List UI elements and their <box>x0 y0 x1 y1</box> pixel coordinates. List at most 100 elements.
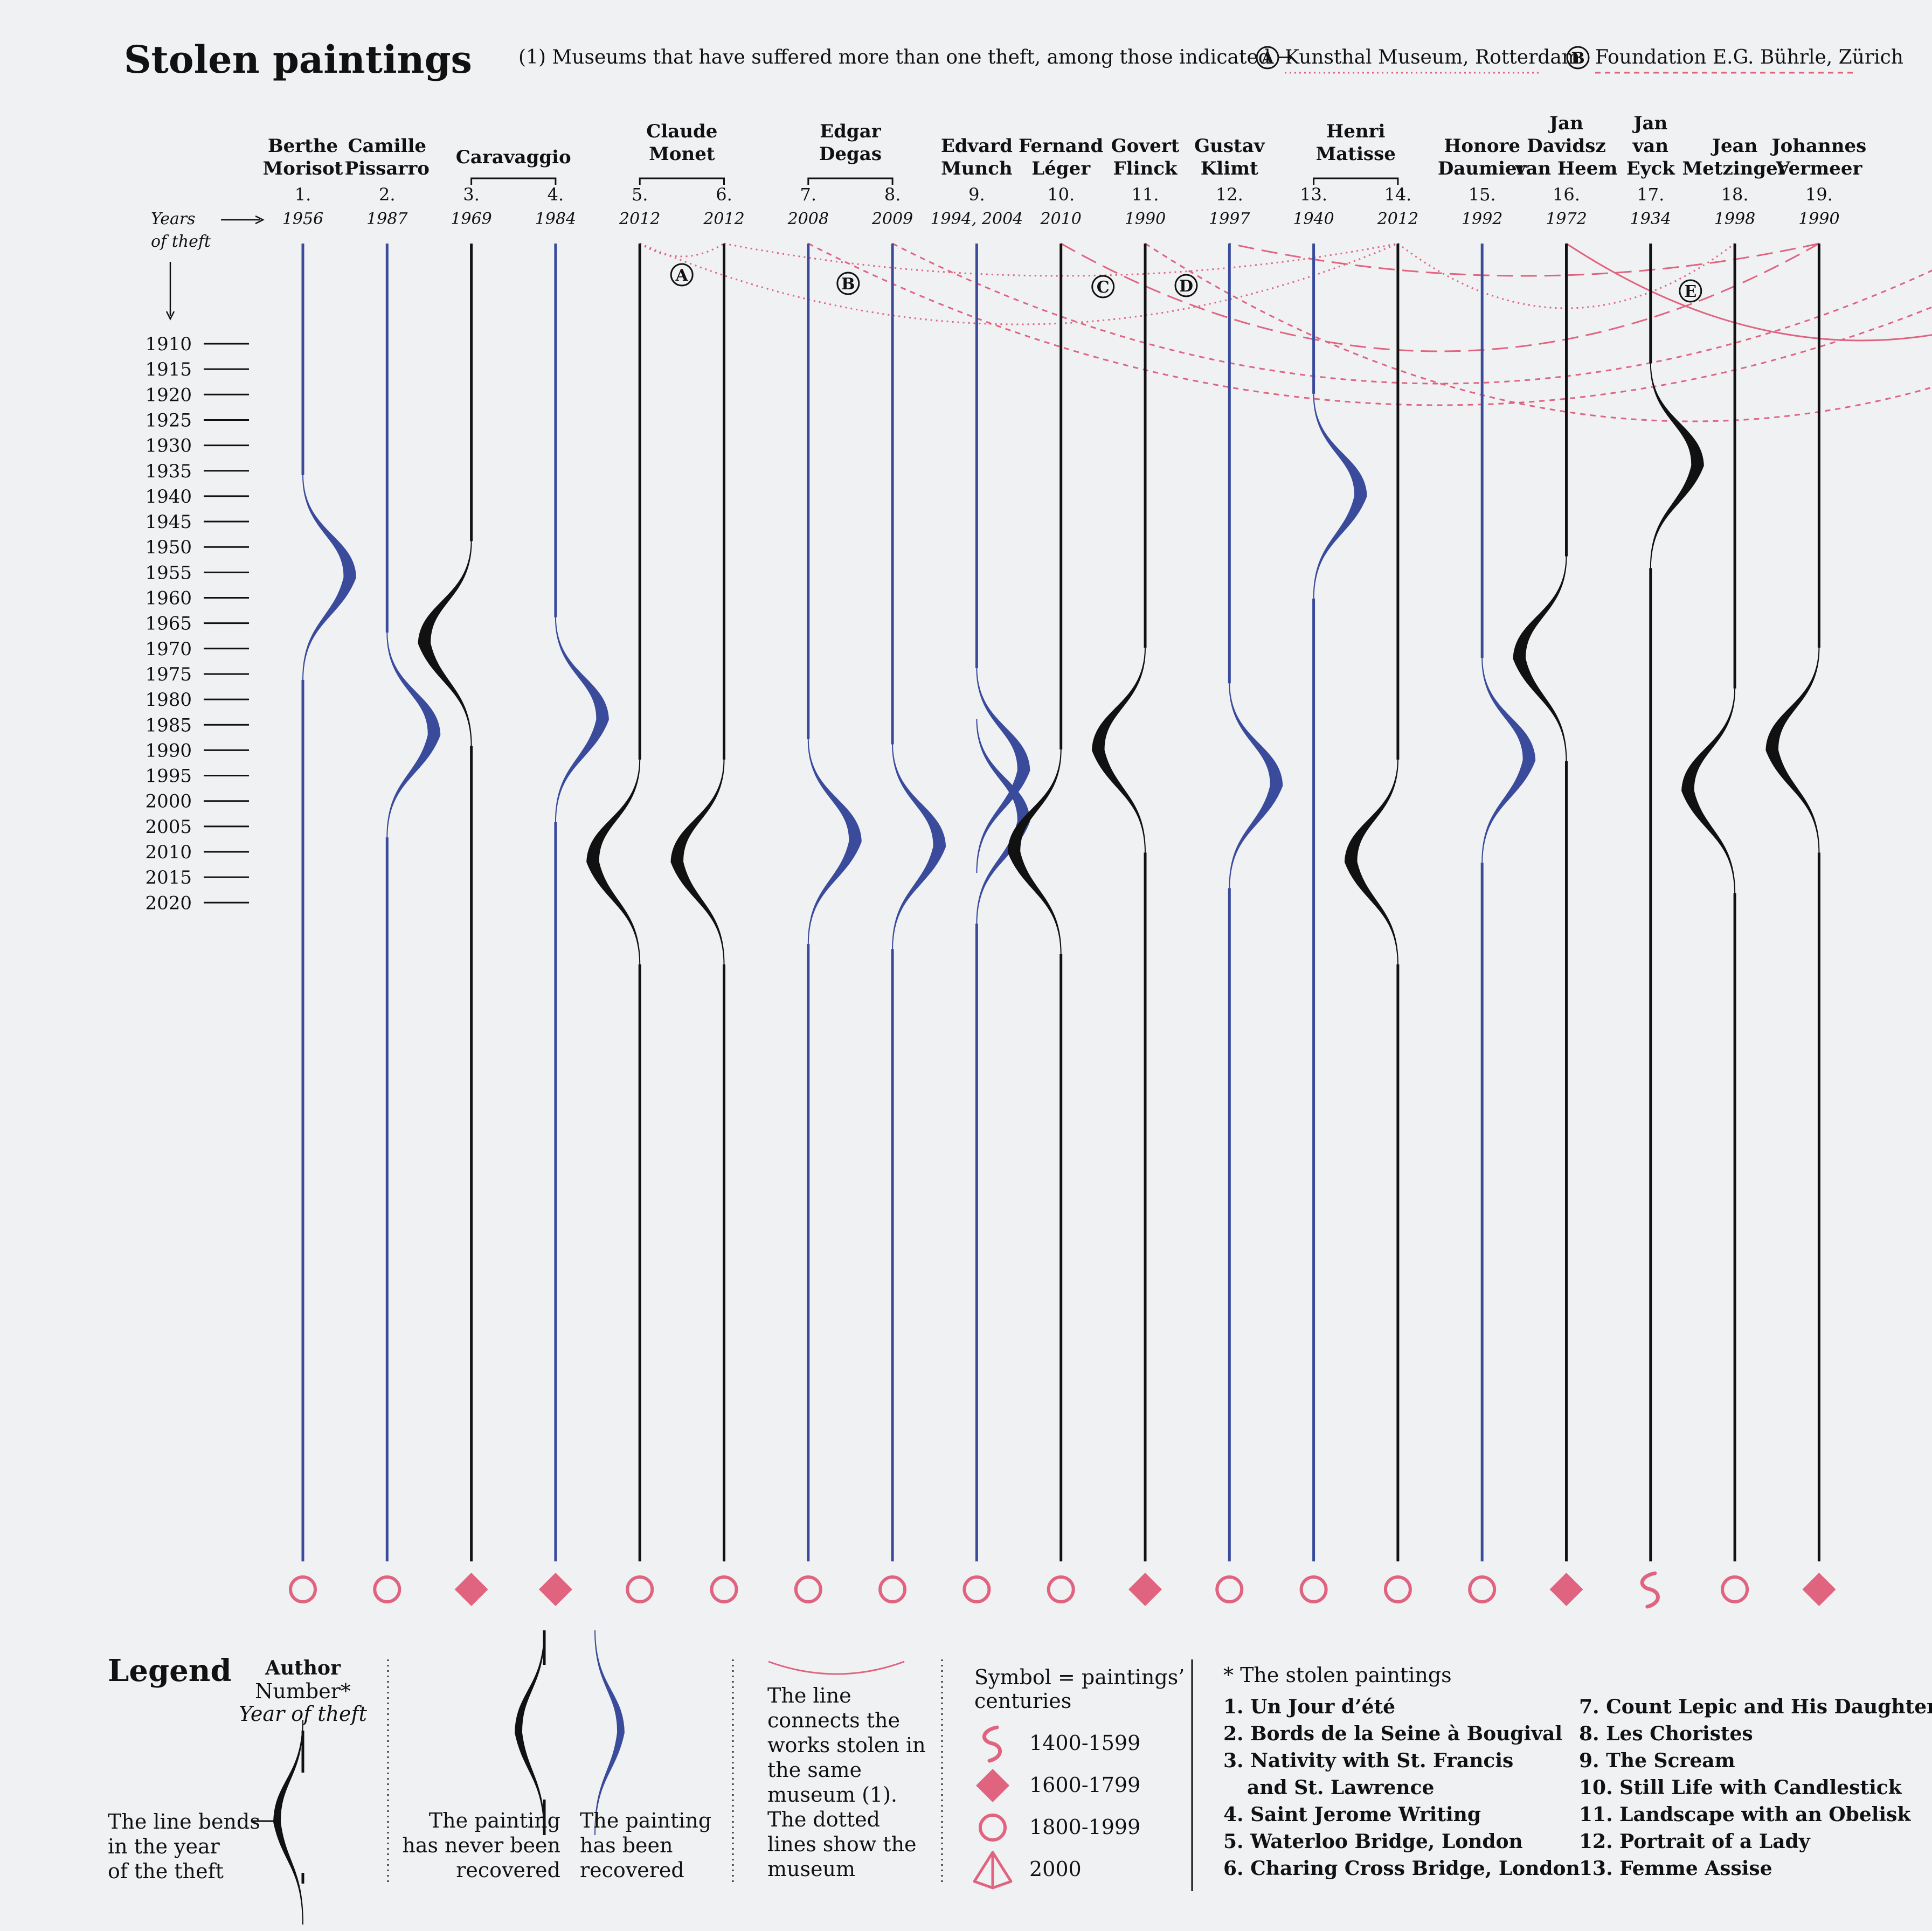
museum-name: Kunsthal Museum, Rotterdam <box>1285 46 1580 68</box>
diamond-icon <box>1128 1573 1162 1606</box>
author-group-bracket <box>639 177 725 185</box>
legend-never-recovered-text: recovered <box>456 1858 560 1882</box>
y-tick-label: 2020 <box>145 892 192 914</box>
legend-bend-text: The line bends <box>108 1810 260 1833</box>
museum-badge-circle <box>1679 279 1702 303</box>
legend-symbol-title: centuries <box>974 1689 1071 1713</box>
painting-list-item: 2. Bords de la Seine à Bougival <box>1223 1722 1562 1745</box>
author-name: Henri <box>1326 121 1385 142</box>
theft-year-label: 2012 <box>619 210 660 228</box>
museum-link-a <box>639 242 725 258</box>
museum-link-c <box>1229 242 1819 277</box>
museum-badge-circle <box>1091 275 1115 298</box>
author-name: Metzinger <box>1682 158 1788 179</box>
circle-icon <box>878 1575 907 1603</box>
years-arrow-down-head <box>165 311 175 321</box>
museum-link-b <box>808 242 1932 406</box>
years-label: of theft <box>151 232 211 251</box>
painting-number: 2. <box>379 184 396 205</box>
painting-number: 7. <box>800 184 817 205</box>
circle-icon <box>626 1575 654 1603</box>
theft-year-label: 1998 <box>1714 210 1755 228</box>
theft-bend <box>1229 683 1283 888</box>
author-name: van <box>1632 135 1669 157</box>
author-name: Munch <box>941 158 1013 179</box>
legend-recovered-text: recovered <box>580 1858 684 1882</box>
theft-bend <box>586 759 641 964</box>
museum-badge-letter: B <box>1571 49 1584 68</box>
painting-number: 15. <box>1469 184 1496 205</box>
museum-link-a <box>724 242 1398 277</box>
theft-bend <box>1344 759 1398 964</box>
author-name: Fernand <box>1019 135 1103 157</box>
y-tick-label: 1950 <box>145 537 192 558</box>
s-curve-icon <box>982 1725 1002 1763</box>
painting-list-item: 9. The Scream <box>1579 1749 1735 1772</box>
theft-year-label: 1990 <box>1125 210 1166 228</box>
author-name: Léger <box>1031 158 1091 179</box>
theft-year-label: 1992 <box>1462 210 1502 228</box>
y-tick-label: 1990 <box>145 740 192 761</box>
author-name: Claude <box>646 121 717 142</box>
years-arrow-head <box>255 215 265 225</box>
theft-bend <box>555 617 609 822</box>
author-name: Morisot <box>263 158 343 179</box>
painting-number: 3. <box>463 184 480 205</box>
legend-paintings-title: * The stolen paintings <box>1223 1663 1452 1687</box>
theft-bend <box>515 1630 545 1836</box>
theft-bend <box>670 759 725 964</box>
legend-link-text: The line <box>767 1684 851 1707</box>
painting-list-item: 10. Still Life with Candlestick <box>1579 1776 1902 1799</box>
painting-number: 6. <box>716 184 732 205</box>
author-group-bracket <box>1313 177 1399 185</box>
diamond-icon <box>1802 1573 1836 1606</box>
painting-number: 1. <box>295 184 311 205</box>
y-tick-label: 2010 <box>145 842 192 863</box>
legend-century-label: 1600-1799 <box>1029 1773 1140 1797</box>
y-tick-label: 1915 <box>145 359 192 380</box>
theft-year-label: 2010 <box>1040 210 1082 228</box>
theft-year-label: 1987 <box>366 210 408 228</box>
painting-lines <box>301 244 1820 1561</box>
author-name: Flinck <box>1113 158 1178 179</box>
author-name: Govert <box>1111 135 1180 157</box>
legend-link-text: connects the <box>767 1708 900 1732</box>
y-tick-label: 1940 <box>145 486 192 508</box>
theft-bend <box>1650 363 1704 568</box>
legend-heading: Legend <box>108 1653 232 1689</box>
painting-list-item: 8. Les Choristes <box>1579 1722 1753 1745</box>
painting-number: 19. <box>1805 184 1833 205</box>
legend-never-recovered-text: has never been <box>402 1833 560 1857</box>
painting-number: 18. <box>1721 184 1749 205</box>
y-tick-label: 2015 <box>145 867 192 888</box>
theft-year-label: 1990 <box>1798 210 1839 228</box>
museum-link-c <box>1060 242 1820 352</box>
painting-number: 10. <box>1047 184 1075 205</box>
author-name: Gustav <box>1194 135 1265 157</box>
theft-year-label: 1934 <box>1630 210 1671 228</box>
legend-century-label: 2000 <box>1029 1857 1082 1881</box>
legend-link-text: lines show the <box>767 1832 917 1856</box>
painting-number: 17. <box>1637 184 1664 205</box>
pyramid-icon <box>973 1851 1013 1890</box>
theft-year-label: 1984 <box>535 210 576 228</box>
author-name: Johannes <box>1770 135 1867 157</box>
museum-badge-letter: A <box>675 266 689 285</box>
museum-badge-letter: B <box>841 275 855 294</box>
author-name: Davidsz <box>1527 135 1605 157</box>
circle-icon <box>289 1575 317 1603</box>
museum-links: A B C D E <box>639 242 1932 422</box>
y-tick-label: 1995 <box>145 766 192 787</box>
museum-badge-letter: E <box>1684 282 1696 301</box>
y-tick-label: 1935 <box>145 461 192 482</box>
footnote-text: (1) Museums that have suffered more than… <box>518 46 1293 68</box>
theft-bend <box>1313 393 1367 599</box>
circle-icon <box>1215 1575 1244 1603</box>
theft-bend <box>1091 648 1146 853</box>
painting-list-item: 12. Portrait of a Lady <box>1579 1830 1811 1853</box>
theft-year-label: 1997 <box>1209 210 1250 228</box>
theft-bend <box>594 1630 625 1836</box>
circle-icon <box>710 1575 738 1603</box>
y-tick-label: 1910 <box>145 334 192 355</box>
